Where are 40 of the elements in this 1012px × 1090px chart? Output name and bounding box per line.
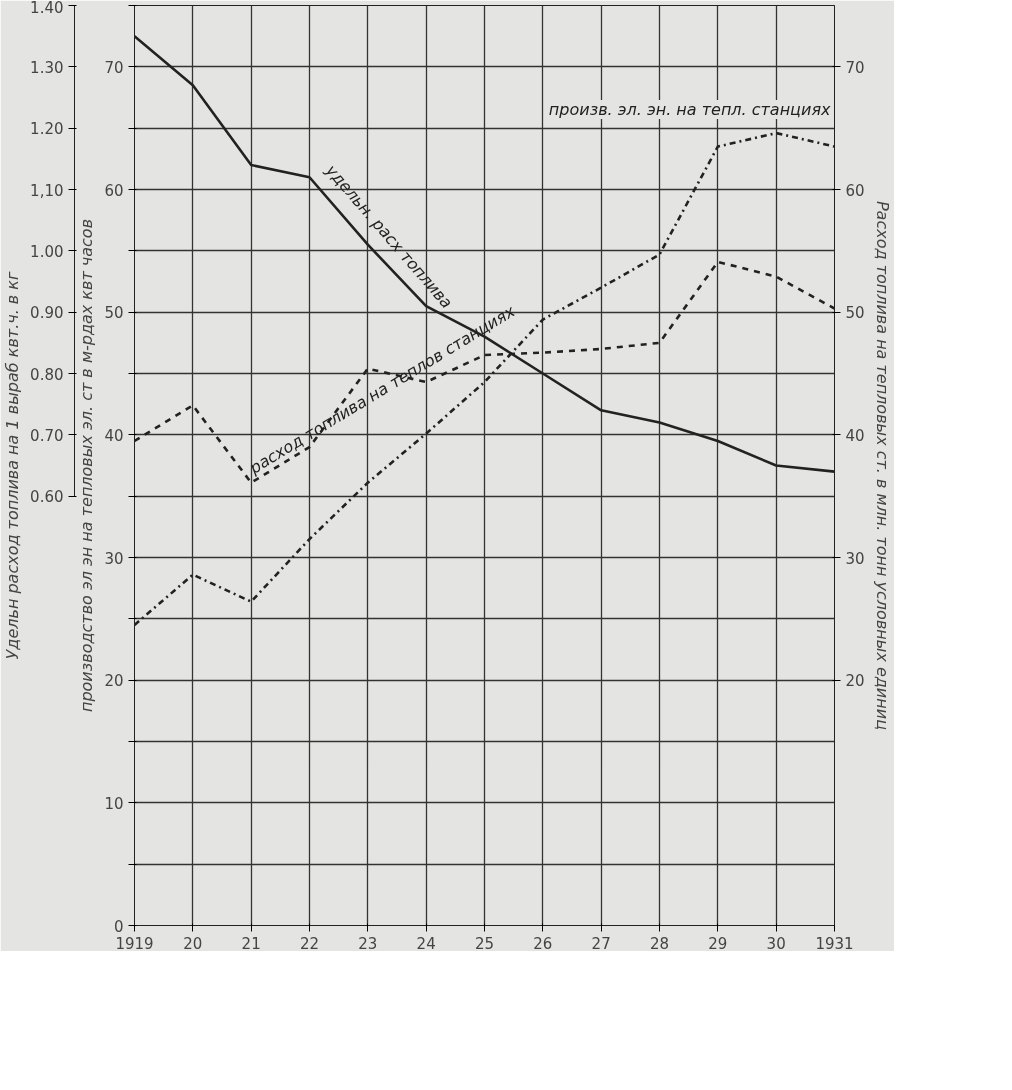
x-tick-label: 20 (183, 934, 203, 953)
y3-axis-title: Удельн расход топлива на 1 выраб квт.ч. в кг (3, 270, 23, 660)
x-tick-label: 29 (708, 934, 728, 953)
x-tick-label: 22 (299, 934, 320, 953)
y-tick-label: 60 (104, 181, 124, 200)
series-label: произв. эл. эн. на тепл. станциях (548, 100, 832, 120)
x-tick-label: 1931 (815, 934, 854, 953)
y2-tick-label: 70 (845, 58, 865, 77)
y2-tick-label: 40 (845, 426, 865, 445)
x-tick-label: 26 (533, 934, 553, 953)
y3-tick-label: 0.80 (30, 365, 64, 384)
y-axis-title: производство эл эн на тепловых эл. ст в м-рдах квт часов (77, 218, 97, 713)
y3-tick-label: 0.70 (30, 426, 64, 445)
y3-tick-label: 0.90 (30, 304, 64, 323)
y2-tick-label: 50 (845, 304, 865, 323)
y-tick-label: 40 (104, 426, 124, 445)
x-tick-label: 25 (474, 934, 495, 953)
y-tick-label: 50 (104, 304, 124, 323)
x-tick-label: 21 (241, 934, 261, 953)
y2-axis-title: Расход топлива на тепловых ст. в млн. тонн условных единиц (872, 200, 892, 731)
x-tick-label: 24 (416, 934, 436, 953)
x-tick-label: 28 (649, 934, 670, 953)
x-tick-label: 1919 (115, 934, 154, 953)
y-tick-label: 70 (104, 58, 124, 77)
y3-tick-label: 1.20 (30, 120, 64, 139)
y2-tick-label: 20 (845, 672, 865, 691)
x-tick-label: 27 (591, 934, 611, 953)
y3-tick-label: 1.00 (30, 242, 64, 261)
y3-tick-label: 1.30 (30, 58, 64, 77)
y-tick-label: 30 (104, 549, 124, 568)
x-tick-label: 23 (358, 934, 378, 953)
x-tick-label: 30 (766, 934, 786, 953)
y3-tick-label: 1.40 (30, 0, 64, 17)
y3-tick-label: 0.60 (30, 488, 64, 507)
y-tick-label: 0 (113, 917, 124, 936)
y-tick-label: 10 (104, 794, 124, 813)
y3-tick-label: 1,10 (30, 181, 64, 200)
y2-tick-label: 60 (845, 181, 865, 200)
y-tick-label: 20 (104, 672, 124, 691)
y2-tick-label: 30 (845, 549, 865, 568)
